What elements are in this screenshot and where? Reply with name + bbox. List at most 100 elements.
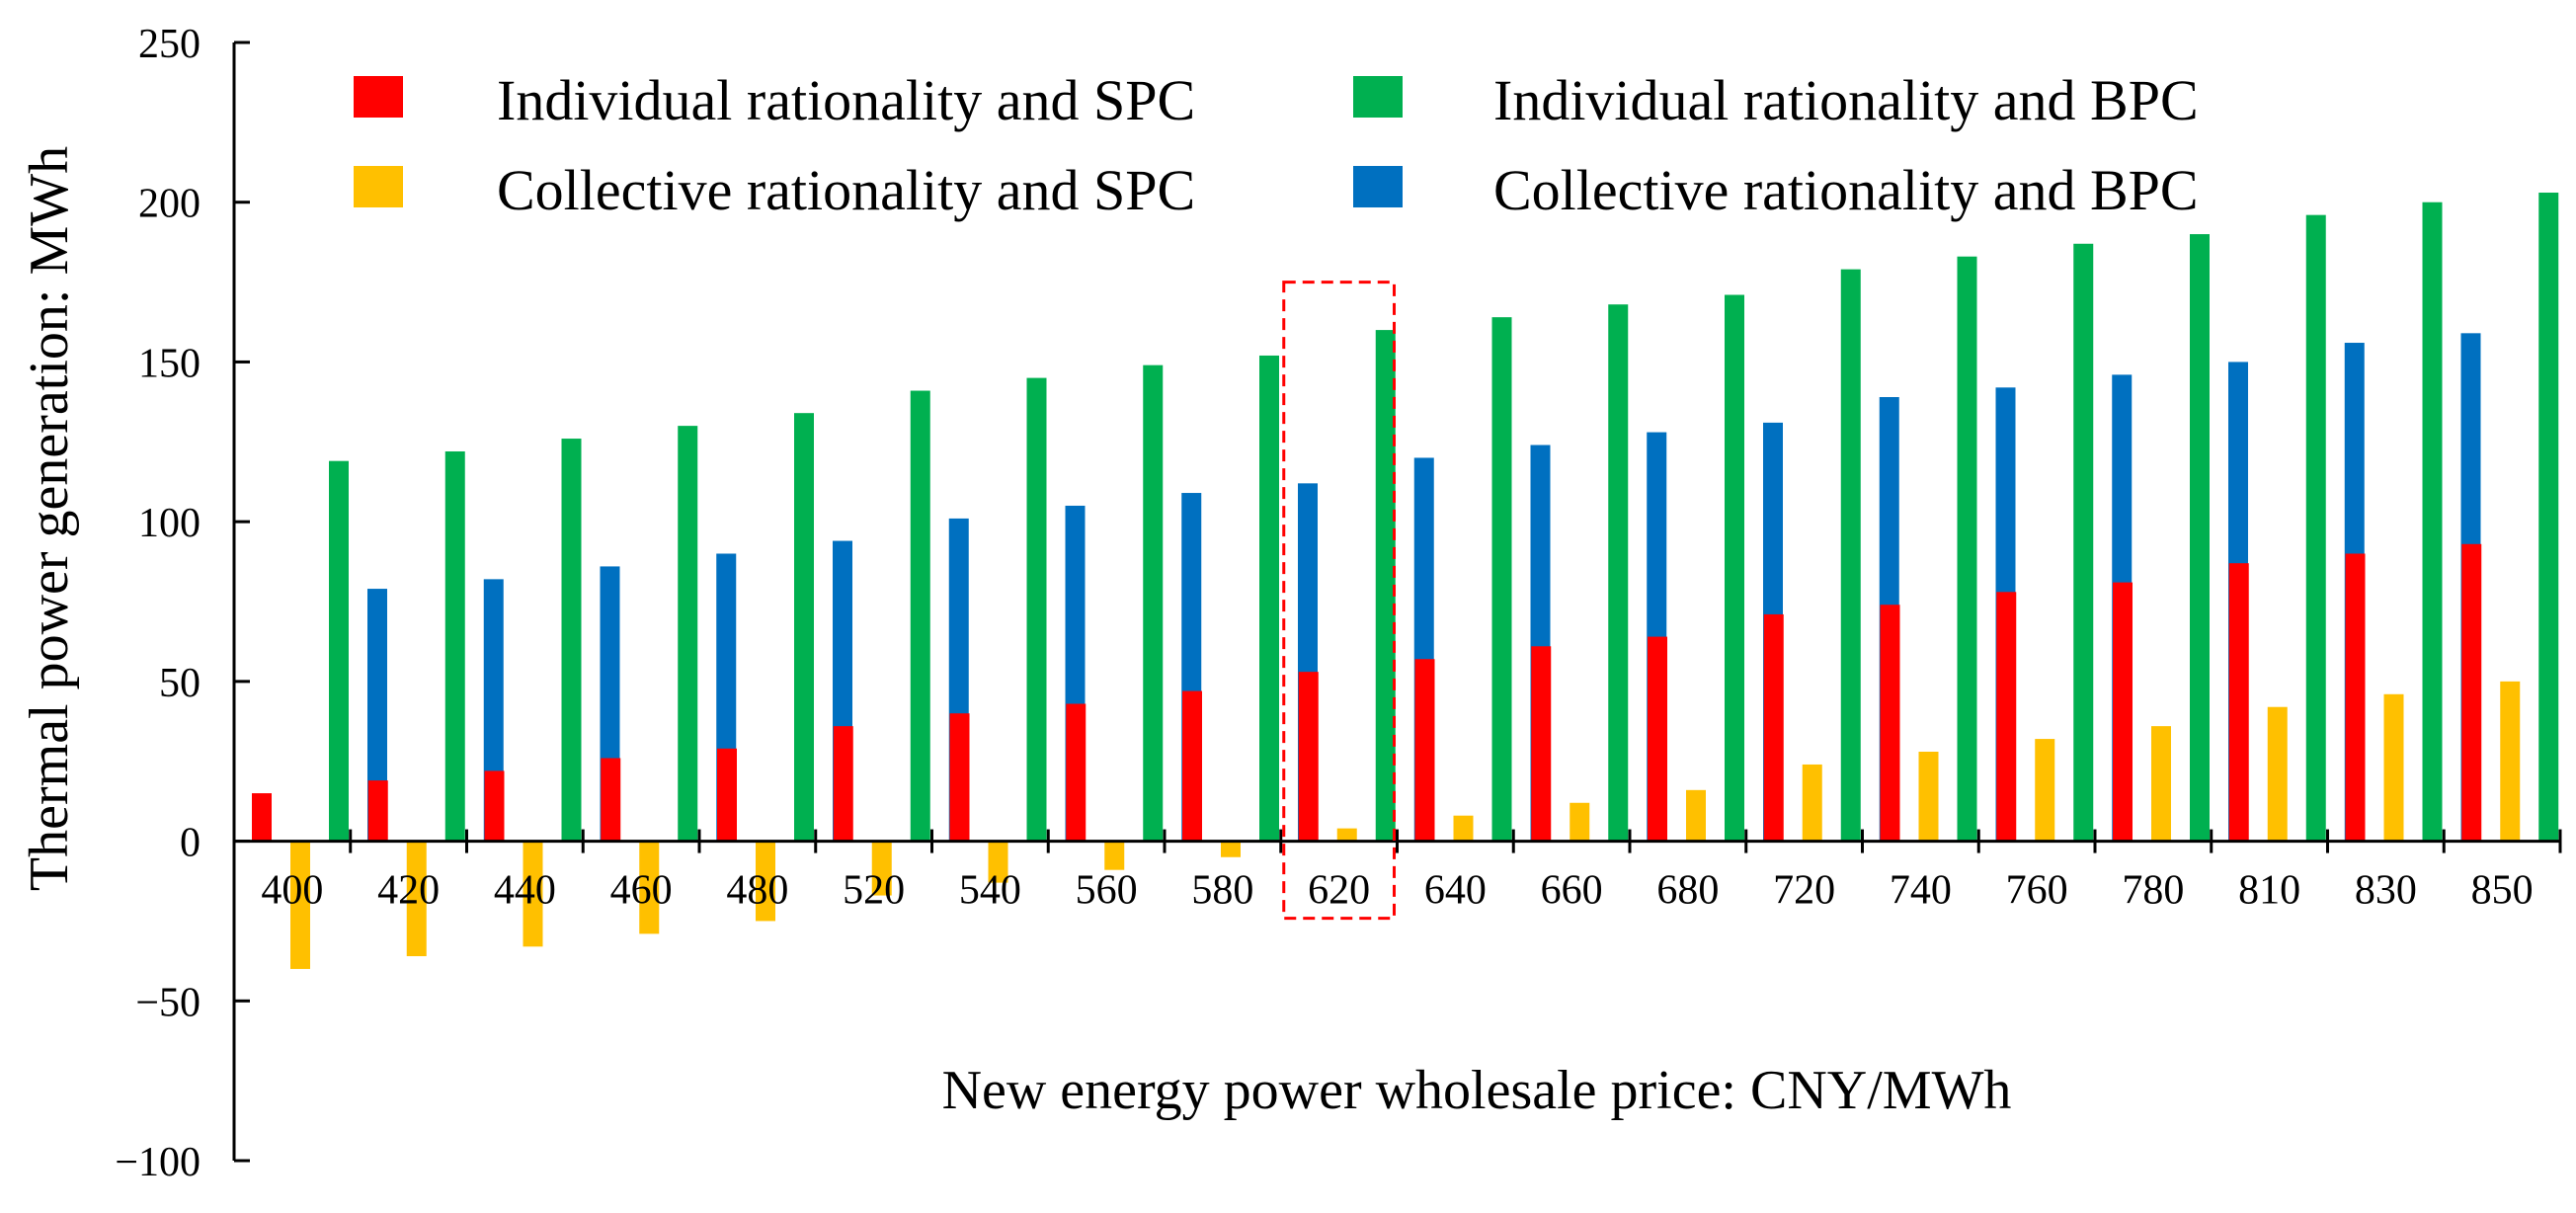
bar-individual-spc xyxy=(1763,613,1784,842)
x-tick-label: 850 xyxy=(2471,868,2534,914)
bar-collective-spc xyxy=(1802,764,1822,842)
legend-swatch xyxy=(354,166,403,207)
legend-label: Collective rationality and SPC xyxy=(497,158,1195,222)
bar-individual-spc xyxy=(1298,672,1319,842)
bar-collective-spc xyxy=(1686,789,1706,842)
bar-individual-bpc xyxy=(678,426,698,842)
y-tick-label: 0 xyxy=(180,821,201,866)
bar-individual-bpc xyxy=(2190,234,2210,842)
legend-swatch xyxy=(1353,166,1403,207)
bar-individual-bpc xyxy=(561,439,582,842)
x-tick-label: 440 xyxy=(494,868,556,914)
y-tick-label: 250 xyxy=(138,22,201,67)
bar-collective-spc xyxy=(1453,815,1474,842)
bar-collective-spc xyxy=(1570,802,1590,842)
x-tick-label: 420 xyxy=(377,868,440,914)
x-tick-label: 620 xyxy=(1308,868,1370,914)
bar-individual-bpc xyxy=(1026,377,1047,842)
bar-collective-spc xyxy=(2035,739,2055,842)
bar-individual-bpc xyxy=(1957,256,1977,842)
x-tick-label: 540 xyxy=(959,868,1021,914)
bar-individual-spc xyxy=(1996,592,2017,842)
legend-swatch xyxy=(1353,76,1403,118)
bar-individual-spc xyxy=(1414,659,1435,842)
x-axis-title: New energy power wholesale price: CNY/MW… xyxy=(942,1060,2012,1121)
x-tick-label: 660 xyxy=(1541,868,1603,914)
highlight-box xyxy=(1282,281,1396,921)
x-tick-label: 830 xyxy=(2355,868,2417,914)
bar-individual-spc xyxy=(1182,690,1202,842)
x-tick-label: 560 xyxy=(1076,868,1138,914)
bar-individual-bpc xyxy=(1491,317,1512,842)
x-tick-label: 400 xyxy=(261,868,323,914)
x-tick-label: 640 xyxy=(1424,868,1487,914)
bar-collective-spc xyxy=(639,841,660,934)
bar-individual-spc xyxy=(2228,563,2249,842)
x-tick-label: 580 xyxy=(1191,868,1253,914)
bar-collective-spc xyxy=(2267,706,2288,842)
bar-collective-spc xyxy=(2151,726,2171,842)
x-tick-label: 520 xyxy=(843,868,905,914)
bar-individual-bpc xyxy=(910,390,930,842)
bar-individual-bpc xyxy=(1608,304,1629,842)
bar-collective-spc xyxy=(523,841,543,947)
bar-collective-spc xyxy=(1221,841,1241,857)
bar-collective-spc xyxy=(1336,828,1357,842)
bar-individual-bpc xyxy=(1143,364,1164,842)
bar-collective-spc xyxy=(1918,752,1939,842)
y-tick-label: 100 xyxy=(138,501,201,546)
bar-collective-spc xyxy=(756,841,775,922)
legend-label: Collective rationality and BPC xyxy=(1493,158,2199,222)
bar-individual-spc xyxy=(1531,646,1552,842)
bar-individual-spc xyxy=(2345,553,2366,842)
x-tick-label: 720 xyxy=(1773,868,1835,914)
x-tick-label: 460 xyxy=(610,868,673,914)
bar-collective-bpc xyxy=(367,589,387,842)
y-tick-label: −50 xyxy=(135,980,201,1025)
legend-swatch xyxy=(354,76,403,118)
bar-collective-spc xyxy=(290,841,310,969)
bar-individual-spc xyxy=(949,713,970,842)
y-axis-title: Thermal power generation: MWh xyxy=(19,146,80,891)
bar-collective-spc xyxy=(1104,841,1125,870)
bar-individual-bpc xyxy=(2422,202,2443,842)
bar-individual-spc xyxy=(2113,582,2133,842)
bar-individual-spc xyxy=(601,758,621,842)
x-tick-label: 680 xyxy=(1656,868,1719,914)
bar-collective-spc xyxy=(871,841,892,896)
bar-individual-bpc xyxy=(1375,330,1396,842)
bar-individual-bpc xyxy=(444,450,465,842)
axes-layer: −100 −50 0 50 100 150 200 250 400 420 440 460 480 520… xyxy=(115,22,2562,1185)
bar-individual-bpc xyxy=(2538,193,2559,842)
x-tick-label: 480 xyxy=(726,868,788,914)
bar-individual-spc xyxy=(833,726,853,842)
legend: Individual rationality and SPC Individual… xyxy=(354,68,2199,222)
bars-layer xyxy=(252,193,2559,969)
bar-individual-bpc xyxy=(1840,269,1861,842)
bar-individual-bpc xyxy=(1259,355,1279,842)
bar-individual-spc xyxy=(2461,543,2482,842)
bar-individual-bpc xyxy=(1725,294,1744,842)
y-tick-label: −100 xyxy=(115,1140,201,1185)
bar-individual-spc xyxy=(717,748,737,842)
bar-individual-spc xyxy=(1066,703,1087,842)
y-tick-label: 50 xyxy=(159,661,201,706)
bar-individual-bpc xyxy=(2305,214,2326,842)
bar-individual-bpc xyxy=(2073,243,2094,842)
bar-collective-spc xyxy=(406,841,427,957)
bar-individual-bpc xyxy=(329,460,349,842)
bar-individual-spc xyxy=(367,780,388,842)
legend-label: Individual rationality and BPC xyxy=(1493,68,2199,132)
y-tick-label: 150 xyxy=(138,341,201,386)
bar-individual-bpc xyxy=(794,413,814,842)
bar-individual-spc xyxy=(252,793,272,842)
legend-label: Individual rationality and SPC xyxy=(497,68,1195,132)
bar-individual-spc xyxy=(1880,605,1900,842)
bar-collective-spc xyxy=(2500,681,2521,842)
x-tick-label: 740 xyxy=(1890,868,1952,914)
x-tick-label: 810 xyxy=(2238,868,2300,914)
y-tick-label: 200 xyxy=(138,182,201,227)
bar-individual-spc xyxy=(1648,636,1667,842)
x-tick-label: 760 xyxy=(2006,868,2068,914)
